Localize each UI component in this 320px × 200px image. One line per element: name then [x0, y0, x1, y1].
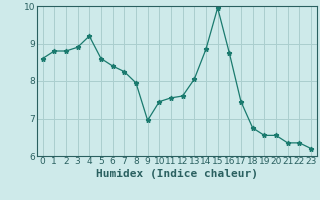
X-axis label: Humidex (Indice chaleur): Humidex (Indice chaleur): [96, 169, 258, 179]
